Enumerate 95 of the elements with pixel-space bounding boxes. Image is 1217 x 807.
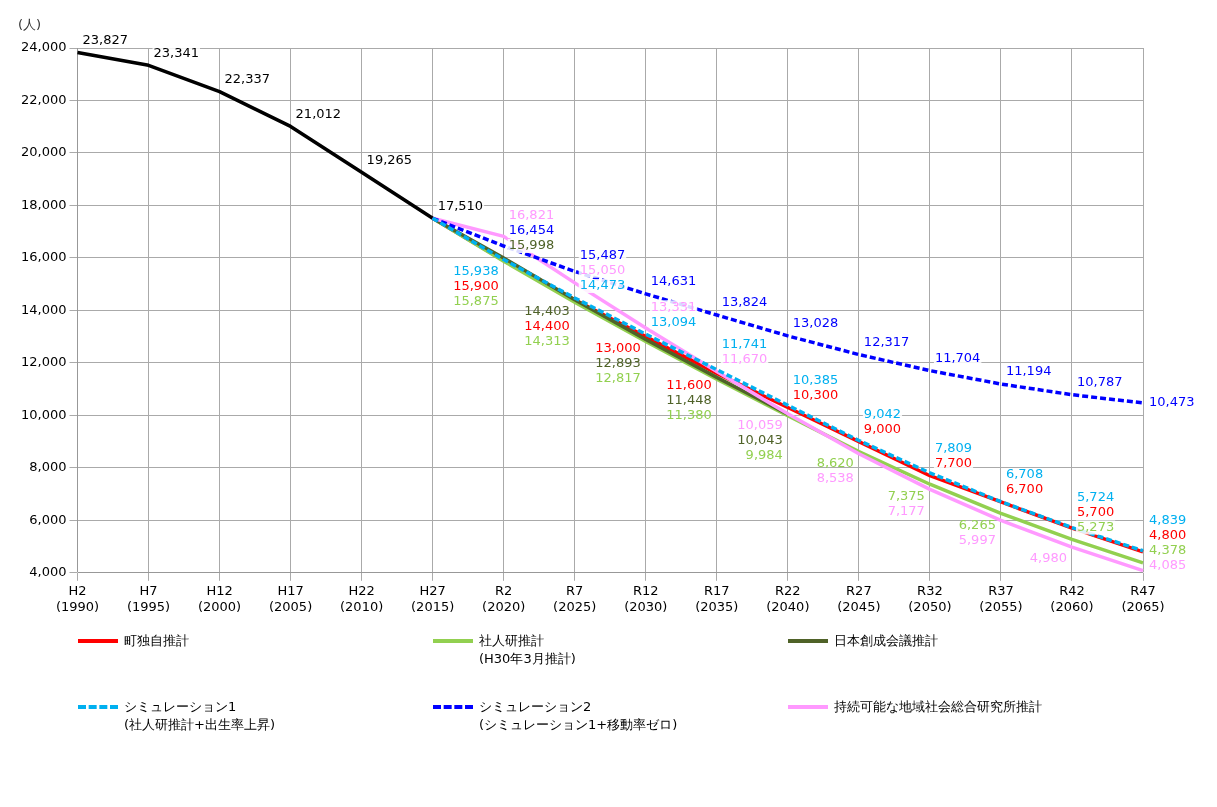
data-label: 13,028 (792, 315, 839, 331)
data-label: 5,997 (958, 531, 996, 547)
data-label: 8,538 (816, 469, 854, 485)
data-label: 11,741 (721, 335, 768, 351)
y-tick-label: 4,000 (29, 564, 67, 580)
data-label: 23,341 (153, 44, 200, 60)
y-tick-label: 6,000 (29, 511, 67, 527)
x-tick-label: R37 (2055) (979, 582, 1023, 614)
data-label: 4,980 (1029, 550, 1067, 566)
x-tick-label: H22 (2010) (340, 582, 384, 614)
data-label: 5,273 (1076, 518, 1115, 534)
data-label: 4,839 (1149, 512, 1187, 528)
x-tick-label: H12 (2000) (197, 582, 242, 614)
data-label: 12,317 (863, 333, 910, 349)
data-label: 11,448 (666, 391, 712, 407)
data-label: 13,824 (721, 294, 768, 310)
data-label: 16,454 (508, 222, 555, 238)
y-tick-label: 24,000 (20, 39, 67, 55)
y-tick-label: 14,000 (20, 301, 67, 317)
data-label: 9,042 (863, 405, 902, 421)
data-label: 7,700 (934, 455, 973, 471)
data-label: 17,510 (437, 197, 484, 213)
data-label: 11,670 (721, 350, 768, 366)
y-axis-title: (人) (18, 17, 42, 33)
x-tick-label: R7 (2025) (553, 582, 597, 614)
data-label: 13,331 (650, 298, 697, 314)
data-label: 13,000 (595, 340, 641, 356)
legend-label: シミュレーション1 (社人研推計+出生率上昇) (124, 698, 276, 734)
data-label: 4,085 (1149, 557, 1187, 573)
data-label: 5,724 (1076, 488, 1115, 504)
legend-label: 社人研推計 (H30年3月推計) (479, 632, 576, 668)
data-label: 14,403 (524, 303, 570, 319)
data-label: 9,000 (863, 420, 902, 436)
data-label: 16,821 (508, 207, 555, 223)
data-label: 10,300 (792, 386, 839, 402)
y-tick-label: 8,000 (29, 459, 67, 475)
x-tick-label: H7 (1995) (126, 582, 171, 614)
data-label: 7,177 (887, 502, 925, 518)
x-tick-label: R22 (2040) (766, 582, 810, 614)
x-tick-label: R32 (2050) (908, 582, 952, 614)
data-label: 11,380 (666, 406, 712, 422)
data-label: 5,700 (1076, 503, 1115, 519)
data-label: 11,704 (934, 350, 981, 366)
data-label: 15,900 (453, 277, 499, 293)
data-label: 6,265 (958, 516, 996, 532)
data-label: 10,787 (1076, 374, 1123, 390)
data-label: 22,337 (224, 71, 271, 87)
legend-label: 日本創成会議推計 (834, 632, 938, 650)
y-tick-label: 16,000 (20, 249, 67, 265)
y-tick-label: 12,000 (20, 354, 67, 370)
data-label: 14,473 (579, 277, 626, 293)
data-label: 11,194 (1005, 363, 1052, 379)
data-label: 10,473 (1149, 394, 1195, 410)
data-label: 13,094 (650, 313, 697, 329)
data-label: 7,809 (934, 440, 973, 456)
x-tick-label: R42 (2060) (1050, 582, 1094, 614)
data-label: 6,708 (1005, 466, 1044, 482)
data-label: 15,487 (579, 247, 626, 263)
data-label: 15,998 (508, 237, 555, 253)
data-label: 10,043 (737, 432, 783, 448)
data-label: 23,827 (82, 31, 128, 47)
x-tick-label: R47 (2065) (1121, 582, 1165, 614)
data-label: 19,265 (366, 151, 413, 167)
y-tick-label: 10,000 (20, 406, 67, 422)
y-tick-label: 20,000 (20, 144, 67, 160)
data-label: 4,800 (1149, 527, 1187, 543)
data-label: 9,984 (745, 447, 783, 463)
data-label: 15,875 (453, 292, 499, 308)
y-tick-label: 22,000 (20, 91, 67, 107)
data-label: 14,400 (524, 318, 570, 334)
data-label: 15,050 (579, 262, 626, 278)
x-tick-label: H2 (1990) (55, 582, 100, 614)
data-label: 10,385 (792, 371, 839, 387)
legend-label: シミュレーション2 (シミュレーション1+移動率ゼロ) (479, 698, 678, 734)
data-label: 14,631 (650, 273, 697, 289)
data-label: 7,375 (887, 487, 925, 503)
legend-label: 持続可能な地域社会総合研究所推計 (834, 698, 1042, 716)
x-tick-label: R2 (2020) (482, 582, 526, 614)
data-label: 10,059 (737, 417, 783, 433)
data-label: 6,700 (1005, 481, 1044, 497)
x-tick-label: H17 (2005) (268, 582, 313, 614)
x-tick-label: R27 (2045) (837, 582, 881, 614)
x-tick-label: R17 (2035) (695, 582, 739, 614)
data-label: 14,313 (524, 333, 570, 349)
legend-label: 町独自推計 (124, 632, 189, 650)
data-label: 11,600 (666, 376, 712, 392)
data-label: 8,620 (816, 454, 854, 470)
data-label: 4,378 (1149, 542, 1187, 558)
y-tick-label: 18,000 (20, 196, 67, 212)
data-label: 15,938 (453, 262, 499, 278)
x-tick-label: H27 (2015) (411, 582, 455, 614)
data-label: 12,893 (595, 355, 641, 371)
data-label: 21,012 (295, 105, 342, 121)
x-tick-label: R12 (2030) (624, 582, 668, 614)
data-label: 12,817 (595, 370, 641, 386)
